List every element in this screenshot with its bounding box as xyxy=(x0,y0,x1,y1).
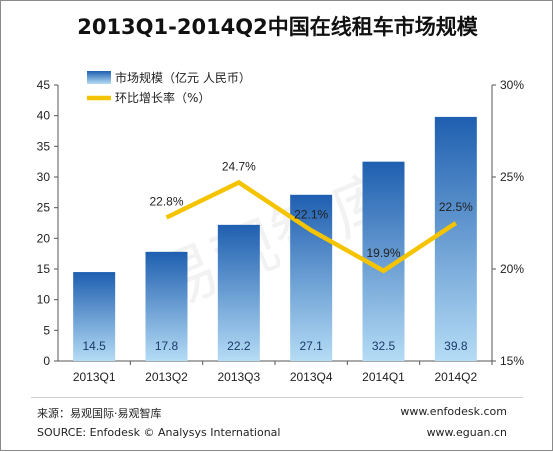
bar-value-label: 39.8 xyxy=(444,339,468,353)
y2-tick-label: 20% xyxy=(500,262,524,276)
y-tick-label: 10 xyxy=(37,293,51,307)
y-tick-label: 30 xyxy=(37,170,51,184)
y-tick-label: 15 xyxy=(37,262,51,276)
source-en: SOURCE: Enfodesk © Analysys Internationa… xyxy=(37,426,281,439)
legend-line-label: 环比增长率（%） xyxy=(115,90,210,105)
bar xyxy=(73,272,116,361)
y-tick-label: 0 xyxy=(43,354,50,368)
source-cn: 来源：易观国际·易观智库 xyxy=(37,407,162,420)
bar-value-label: 17.8 xyxy=(155,339,179,353)
y2-tick-label: 25% xyxy=(500,170,524,184)
bar xyxy=(217,224,260,361)
x-tick-label: 2014Q2 xyxy=(434,370,477,384)
x-tick-label: 2013Q1 xyxy=(73,370,116,384)
x-tick-label: 2013Q2 xyxy=(145,370,188,384)
footer-divider xyxy=(31,397,523,398)
legend-bar-swatch xyxy=(87,71,111,84)
bar xyxy=(434,116,477,361)
bar xyxy=(145,251,188,361)
bar-value-label: 27.1 xyxy=(299,339,323,353)
line-value-label: 22.1% xyxy=(294,207,328,221)
line-value-label: 22.8% xyxy=(149,194,183,208)
line-value-label: 22.5% xyxy=(439,200,473,214)
growth-line xyxy=(165,179,458,274)
y-tick-label: 5 xyxy=(43,323,50,337)
y2-tick-label: 15% xyxy=(500,354,524,368)
line-value-label: 24.7% xyxy=(222,160,256,174)
bar-value-label: 14.5 xyxy=(82,339,106,353)
y-tick-label: 40 xyxy=(37,109,51,123)
bar-value-label: 32.5 xyxy=(372,339,396,353)
y-tick-label: 20 xyxy=(37,231,51,245)
website-enfodesk: www.enfodesk.com xyxy=(400,405,507,418)
y-tick-label: 45 xyxy=(37,78,51,92)
bar-value-label: 22.2 xyxy=(227,339,251,353)
y2-tick-label: 30% xyxy=(500,78,524,92)
legend-bar-label: 市场规模（亿元 人民币） xyxy=(115,70,251,85)
x-tick-label: 2013Q3 xyxy=(217,370,260,384)
y-tick-label: 25 xyxy=(37,201,51,215)
x-tick-label: 2013Q4 xyxy=(290,370,333,384)
y-tick-label: 35 xyxy=(37,139,51,153)
website-eguan: www.eguan.cn xyxy=(426,426,507,439)
chart-title: 2013Q1-2014Q2中国在线租车市场规模 xyxy=(77,15,478,39)
line-value-label: 19.9% xyxy=(366,246,400,260)
x-tick-label: 2014Q1 xyxy=(362,370,405,384)
